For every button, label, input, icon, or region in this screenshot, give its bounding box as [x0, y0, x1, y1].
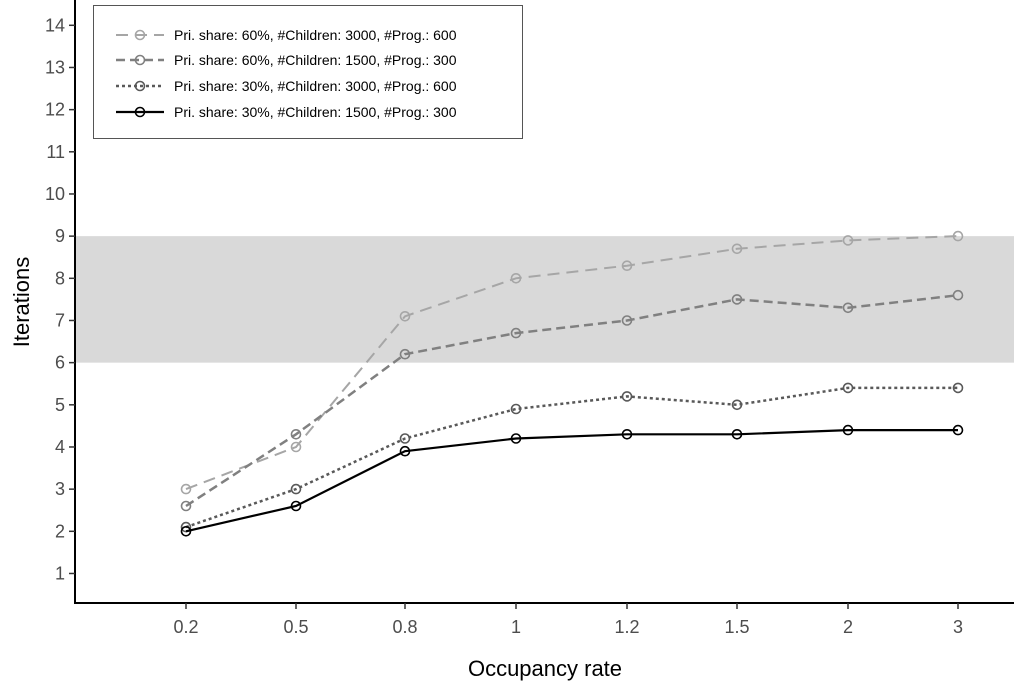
data-point: [842, 382, 854, 394]
data-point: [180, 525, 192, 537]
data-point: [180, 500, 192, 512]
data-point: [952, 289, 964, 301]
y-tick-label: 6: [55, 353, 65, 373]
y-tick-label: 9: [55, 226, 65, 246]
y-tick-label: 11: [46, 142, 65, 162]
legend-box: [93, 5, 523, 139]
series-line: [185, 429, 958, 533]
data-point: [621, 391, 633, 402]
data-point: [290, 500, 302, 512]
y-axis-title: Iterations: [9, 257, 34, 348]
data-point: [731, 428, 743, 440]
series-4: [180, 424, 964, 537]
data-point: [399, 445, 411, 457]
data-point: [510, 433, 522, 444]
series-2: [180, 289, 964, 512]
legend-item: Pri. share: 60%, #Children: 3000, #Prog.…: [116, 27, 457, 43]
x-tick-label: 1: [511, 617, 521, 637]
data-point: [952, 230, 964, 242]
x-tick-label: 1.5: [724, 617, 749, 637]
legend-item: Pri. share: 60%, #Children: 1500, #Prog.…: [116, 52, 457, 68]
data-point: [952, 382, 964, 394]
y-tick-label: 13: [45, 57, 65, 77]
data-point: [731, 294, 743, 305]
data-point: [399, 433, 411, 444]
data-point: [731, 243, 743, 255]
legend-marker: [134, 29, 146, 41]
x-axis-title: Occupancy rate: [468, 656, 622, 681]
data-point: [952, 424, 964, 436]
y-tick-label: 8: [55, 268, 65, 288]
data-point: [731, 399, 743, 411]
y-tick-label: 1: [55, 563, 65, 583]
legend-marker: [134, 80, 146, 92]
x-tick-label: 1.2: [614, 617, 639, 637]
highlight-band-layer: [75, 236, 1014, 363]
data-point: [510, 403, 522, 415]
y-tick-label: 7: [55, 310, 65, 330]
data-point: [842, 424, 854, 436]
x-tick-label: 0.8: [392, 617, 417, 637]
data-point: [399, 310, 411, 322]
highlight-band: [75, 236, 1014, 363]
series-line: [185, 386, 958, 529]
legend-marker: [134, 54, 146, 66]
data-point: [180, 483, 192, 495]
data-point: [290, 441, 302, 453]
y-tick-label: 3: [55, 479, 65, 499]
x-tick-label: 3: [953, 617, 963, 637]
data-point: [180, 521, 192, 533]
legend: Pri. share: 60%, #Children: 3000, #Prog.…: [93, 5, 523, 139]
series-line: [185, 293, 959, 508]
series-1: [180, 230, 964, 495]
series-layer: [180, 230, 964, 537]
data-point: [290, 483, 302, 495]
y-tick-label: 10: [45, 184, 65, 204]
legend-item: Pri. share: 30%, #Children: 1500, #Prog.…: [116, 104, 457, 120]
legend-label: Pri. share: 60%, #Children: 1500, #Prog.…: [174, 52, 457, 68]
data-point: [842, 302, 854, 314]
y-tick-label: 5: [55, 395, 65, 415]
y-tick-label: 12: [45, 100, 65, 120]
data-point: [510, 272, 522, 284]
x-tick-label: 0.2: [173, 617, 198, 637]
legend-label: Pri. share: 60%, #Children: 3000, #Prog.…: [174, 27, 457, 43]
data-point: [399, 348, 411, 360]
data-point: [621, 260, 633, 272]
y-tick-label: 14: [45, 15, 65, 35]
y-tick-label: 2: [55, 521, 65, 541]
series-3: [180, 382, 964, 533]
x-tick-label: 0.5: [283, 617, 308, 637]
data-point: [290, 428, 302, 440]
data-point: [842, 235, 854, 246]
legend-label: Pri. share: 30%, #Children: 1500, #Prog.…: [174, 104, 457, 120]
legend-marker: [134, 106, 146, 118]
data-point: [510, 327, 522, 339]
y-tick-label: 4: [55, 437, 65, 457]
axes: [69, 0, 1014, 609]
data-point: [621, 315, 633, 326]
legend-label: Pri. share: 30%, #Children: 3000, #Prog.…: [174, 78, 457, 94]
legend-item: Pri. share: 30%, #Children: 3000, #Prog.…: [116, 78, 457, 94]
series-line: [185, 235, 959, 491]
data-point: [621, 428, 633, 440]
x-tick-label: 2: [843, 617, 853, 637]
